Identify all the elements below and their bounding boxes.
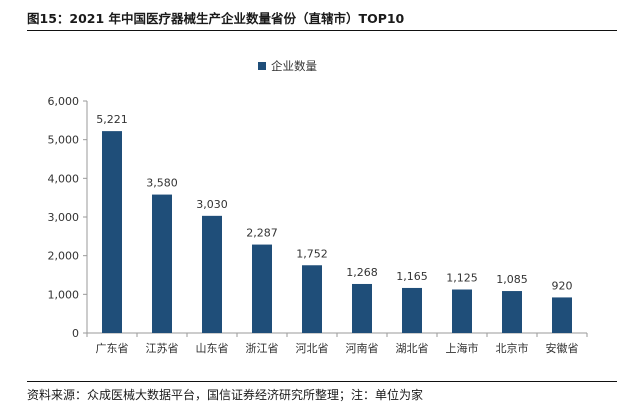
y-tick-label: 4,000 [48,172,80,185]
y-tick-label: 2,000 [48,250,80,263]
category-label: 上海市 [446,341,479,355]
source-note: 资料来源：众成医械大数据平台，国信证券经济研究所整理；注：单位为家 [27,388,424,402]
bar [402,287,422,333]
data-label: 1,268 [346,266,378,279]
y-tick-label: 3,000 [48,211,80,224]
bar-chart: 企业数量 0 1,000 2,000 3,000 4,000 5,000 6,000 5,221… [48,59,588,355]
bar [452,289,472,333]
category-label: 浙江省 [246,342,279,355]
category-label: 北京市 [496,341,529,355]
legend-label: 企业数量 [271,59,317,73]
bar [202,215,222,333]
data-label: 1,085 [496,273,528,286]
y-tick-label: 5,000 [48,134,80,147]
bar [552,297,572,333]
category-label: 河北省 [296,342,329,355]
legend-swatch [258,62,266,70]
bottom-rule [27,381,617,382]
y-tick-label: 6,000 [48,95,80,108]
data-label: 1,125 [446,272,478,285]
figure-title: 图15：2021 年中国医疗器械生产企业数量省份（直辖市）TOP10 [27,11,405,26]
data-label: 3,580 [146,177,178,190]
bar [352,283,372,333]
data-label: 1,165 [396,270,428,283]
bar [152,194,172,333]
category-label: 广东省 [96,342,129,355]
category-label: 河南省 [346,342,379,355]
category-label: 山东省 [196,342,229,355]
category-label: 江苏省 [146,342,179,355]
bar [252,244,272,333]
bar [302,265,322,333]
bar [502,291,522,333]
data-label: 2,287 [246,227,278,240]
top-rule [27,30,617,31]
data-label: 5,221 [96,113,128,126]
data-label: 920 [552,279,573,292]
category-label: 安徽省 [546,341,579,355]
category-label: 湖北省 [396,342,429,355]
data-label: 3,030 [196,198,228,211]
data-label: 1,752 [296,247,328,260]
y-tick-label: 0 [72,327,79,340]
y-tick-label: 1,000 [48,288,80,301]
bar [102,131,122,333]
